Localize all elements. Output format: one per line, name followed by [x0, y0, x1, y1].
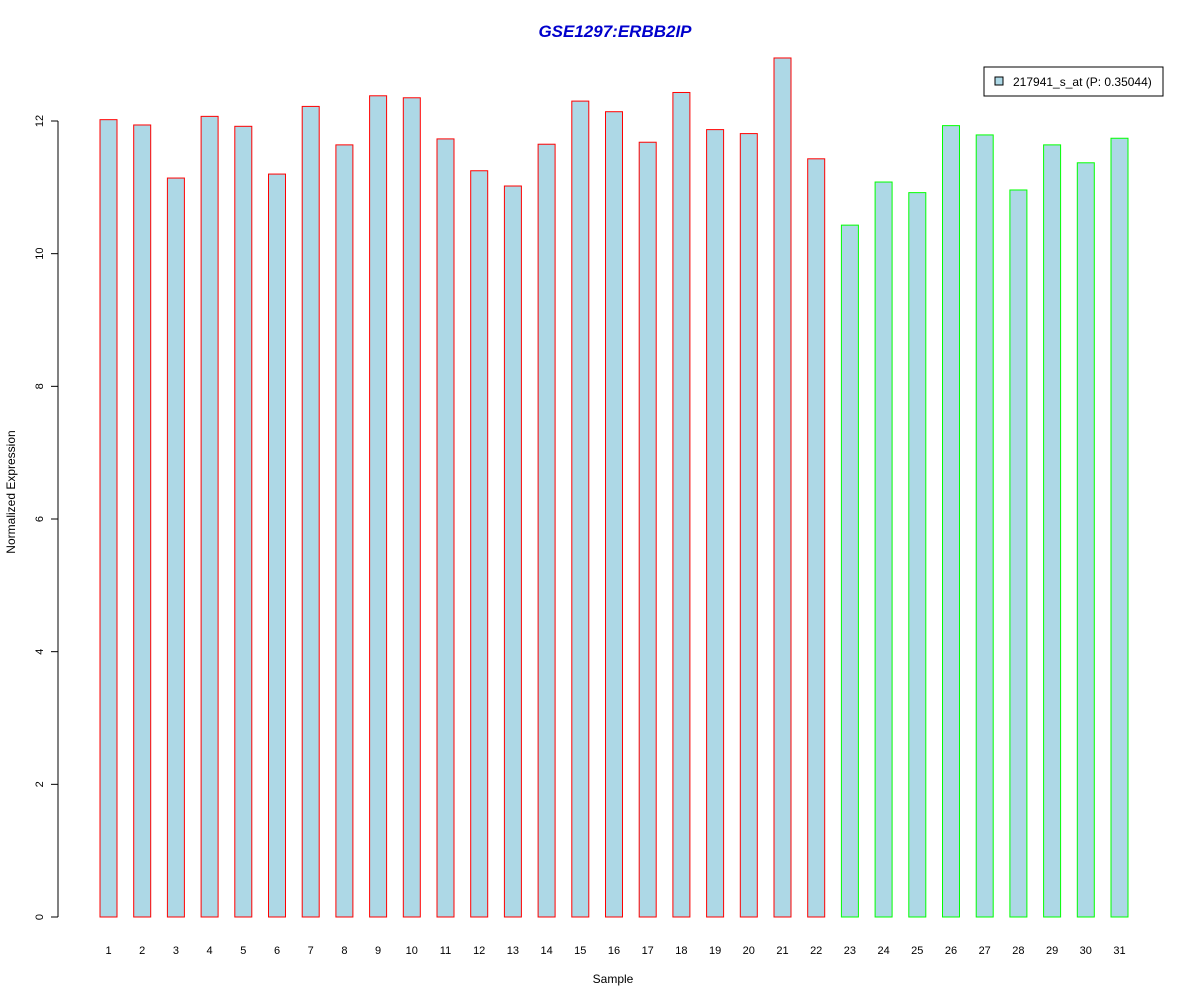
y-tick-label-10: 10: [34, 248, 46, 260]
bar-sample-17: [638, 141, 657, 918]
x-tick-label-16: 16: [608, 945, 620, 957]
x-tick-label-12: 12: [473, 945, 485, 957]
bar-sample-1: [99, 119, 118, 918]
bar-sample-26: [942, 125, 960, 918]
bar-sample-3: [166, 177, 185, 918]
bar-sample-9: [369, 95, 388, 918]
x-tick-label-6: 6: [274, 945, 280, 957]
bar-sample-30: [1076, 162, 1095, 918]
x-tick-label-18: 18: [675, 945, 687, 957]
x-tick-label-29: 29: [1046, 945, 1058, 957]
x-tick-label-4: 4: [207, 945, 213, 957]
legend-entry: 217941_s_at (P: 0.35044): [1013, 75, 1152, 89]
x-tick-label-10: 10: [406, 945, 418, 957]
x-tick-label-30: 30: [1080, 945, 1092, 957]
x-tick-label-5: 5: [240, 945, 246, 957]
x-tick-label-27: 27: [979, 945, 991, 957]
x-tick-label-26: 26: [945, 945, 957, 957]
x-tick-label-23: 23: [844, 945, 856, 957]
bar-sample-6: [268, 173, 286, 918]
x-tick-label-22: 22: [810, 945, 822, 957]
bar-sample-2: [133, 124, 152, 918]
x-axis-label: Sample: [593, 972, 634, 986]
bar-sample-11: [436, 138, 455, 918]
bar-sample-27: [975, 134, 994, 918]
bar-sample-22: [807, 158, 826, 918]
y-tick-label-8: 8: [34, 383, 46, 389]
x-tick-label-11: 11: [440, 945, 451, 957]
x-tick-label-20: 20: [743, 945, 755, 957]
x-tick-label-25: 25: [911, 945, 923, 957]
bar-sample-19: [706, 129, 725, 918]
chart-title: GSE1297:ERBB2IP: [538, 22, 692, 41]
x-tick-label-1: 1: [105, 945, 111, 957]
bar-sample-10: [402, 97, 421, 918]
x-tick-label-19: 19: [709, 945, 721, 957]
bar-sample-13: [503, 185, 522, 918]
x-tick-labels: 1 2 3 4 5 6 7 8 9 10 11 12 13 14 15 16 17 18 19 20 21 22 23 24 2…: [105, 945, 1125, 957]
bars-group: [99, 57, 1129, 918]
y-tick-label-4: 4: [34, 649, 46, 655]
x-tick-label-13: 13: [507, 945, 519, 957]
legend-swatch: [994, 76, 1004, 86]
x-tick-label-3: 3: [173, 945, 179, 957]
y-tick-label-0: 0: [34, 914, 46, 920]
x-tick-label-24: 24: [877, 945, 889, 957]
bar-sample-8: [335, 144, 354, 918]
y-tick-label-2: 2: [34, 781, 46, 787]
legend-box: [983, 66, 1164, 97]
x-tick-label-28: 28: [1012, 945, 1024, 957]
bar-sample-29: [1043, 144, 1062, 918]
y-tick-label-12: 12: [34, 115, 46, 127]
bar-sample-12: [470, 170, 489, 918]
bar-sample-25: [908, 192, 927, 918]
x-tick-label-14: 14: [540, 945, 552, 957]
x-tick-label-9: 9: [375, 945, 381, 957]
y-tick-label-6: 6: [34, 516, 46, 522]
x-tick-label-7: 7: [308, 945, 314, 957]
bar-sample-21: [773, 57, 792, 918]
bar-sample-5: [234, 125, 253, 918]
bar-sample-20: [739, 133, 758, 918]
bar-sample-18: [672, 91, 691, 918]
x-tick-label-17: 17: [642, 945, 654, 957]
bar-sample-24: [874, 181, 893, 918]
bar-sample-28: [1009, 189, 1028, 918]
bar-sample-4: [200, 115, 219, 918]
bar-sample-15: [571, 100, 590, 918]
x-tick-label-8: 8: [341, 945, 347, 957]
legend: 217941_s_at (P: 0.35044): [983, 66, 1164, 97]
bar-sample-7: [301, 105, 320, 918]
bar-sample-16: [605, 111, 623, 918]
x-tick-label-21: 21: [776, 945, 788, 957]
bar-sample-31: [1110, 137, 1129, 918]
x-tick-label-31: 31: [1113, 945, 1125, 957]
y-axis-label: Normalized Expression: [4, 430, 18, 553]
bar-sample-14: [537, 143, 556, 918]
x-tick-label-15: 15: [574, 945, 586, 957]
x-tick-label-2: 2: [139, 945, 145, 957]
bar-sample-23: [840, 224, 859, 918]
y-axis: 0 2 4 6 8 10 12: [34, 115, 59, 920]
